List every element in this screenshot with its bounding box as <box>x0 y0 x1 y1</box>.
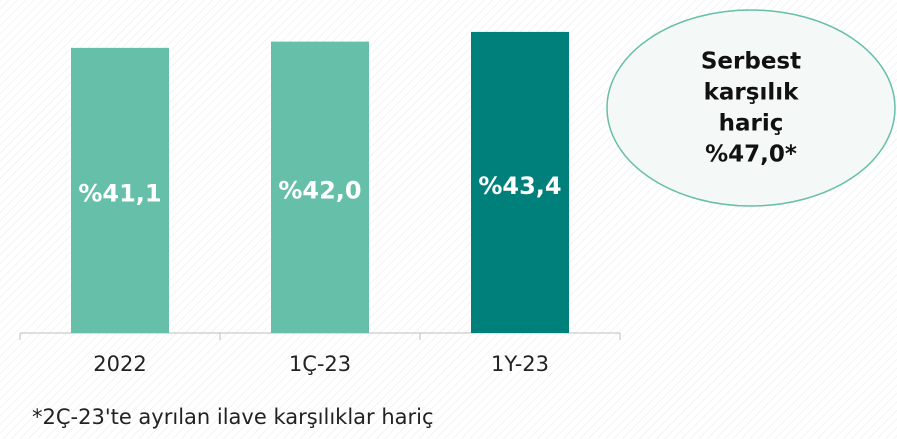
bar <box>471 31 569 333</box>
bar <box>271 41 369 333</box>
x-tick-label: 2022 <box>93 352 146 376</box>
annotation-line: karşılık <box>704 80 800 106</box>
x-tick-label: 1Ç-23 <box>289 352 351 376</box>
annotation-line: Serbest <box>701 49 801 75</box>
footnote: *2Ç-23'te ayrılan ilave karşılıklar hari… <box>32 405 434 429</box>
value-label: %43,4 <box>478 172 561 200</box>
value-label: %41,1 <box>78 180 161 208</box>
value-label: %42,0 <box>278 177 361 205</box>
annotation-ellipse <box>606 9 896 207</box>
annotation-line: %47,0* <box>705 142 797 168</box>
bar <box>71 47 169 334</box>
annotation-line: hariç <box>719 111 784 137</box>
x-tick-label: 1Y-23 <box>491 352 549 376</box>
